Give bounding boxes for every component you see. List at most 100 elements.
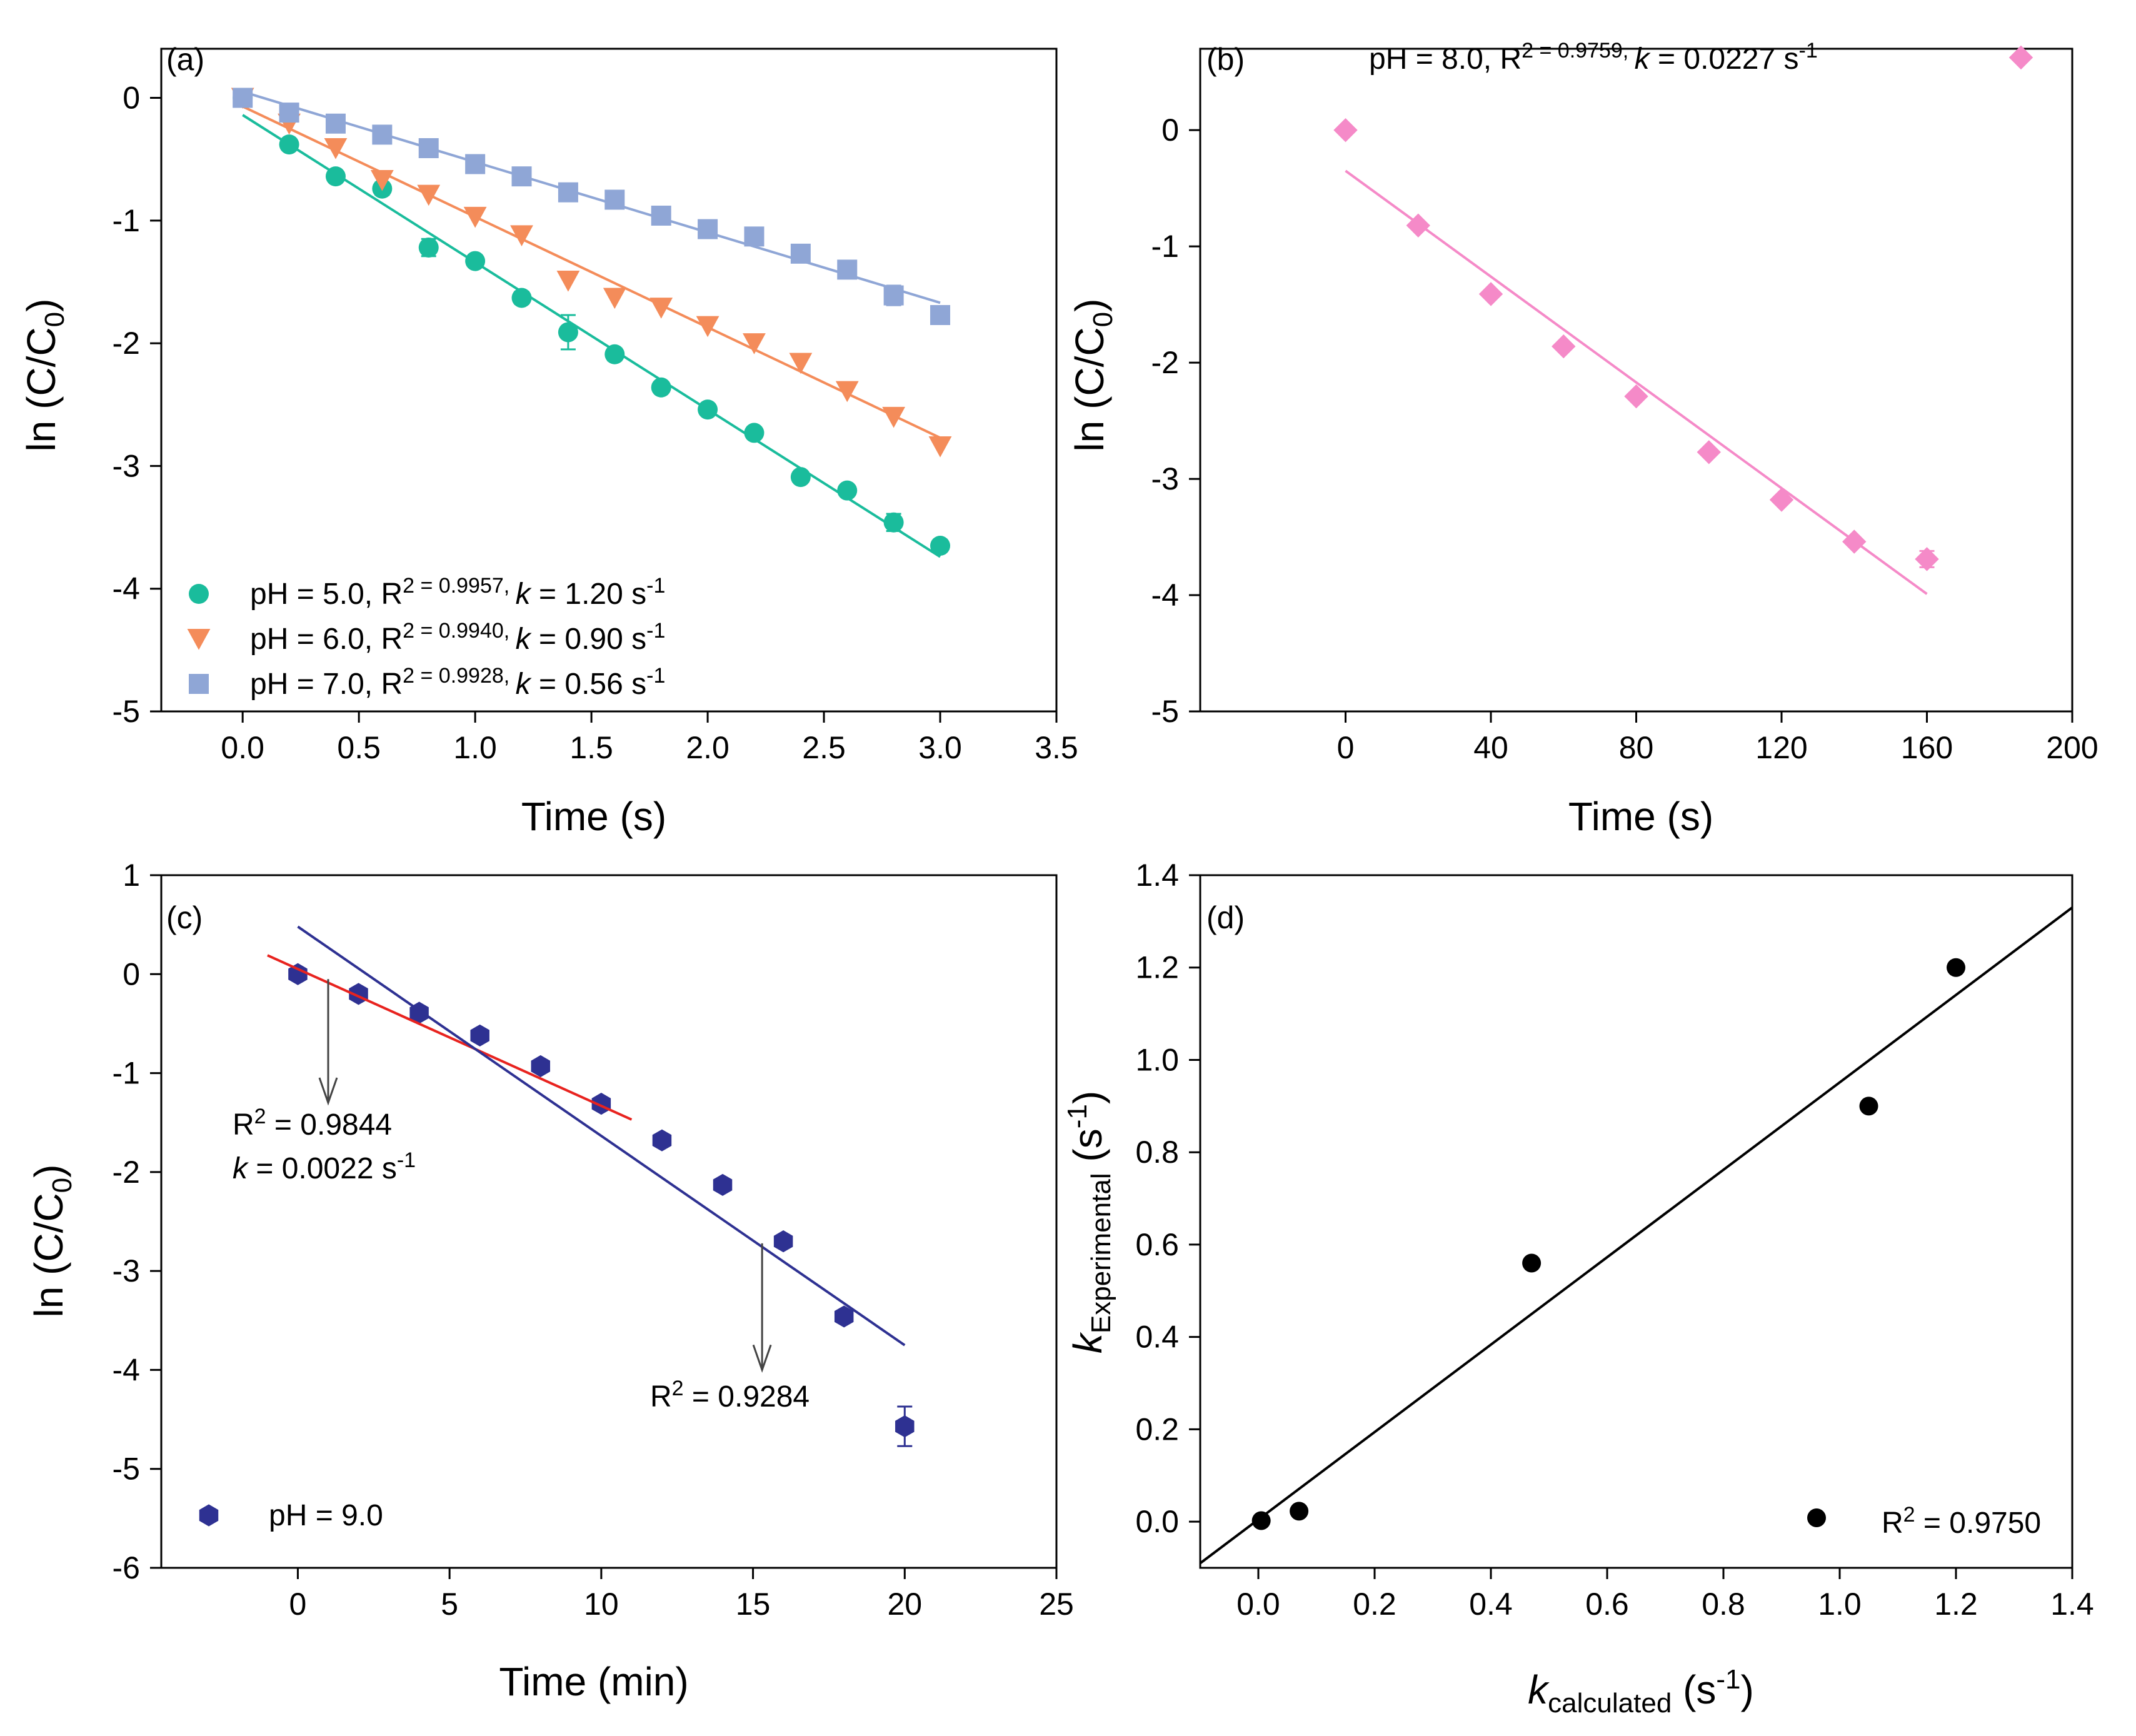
panel-d-ylabel: kExperimental (s-1): [1062, 1091, 1116, 1353]
panel-a: 0.0 0.5 1.0 1.5 2.0 2.5 3.0 3.50-1-2-3-4-5 (a) …: [19, 42, 1078, 839]
data-point: [604, 344, 625, 364]
panel-c-label: (c): [166, 900, 203, 935]
y-tick-label: -6: [113, 1550, 140, 1585]
panel-b-legend: pH = 8.0, R2 = 0.9759, k = 0.0227 s-1: [1369, 39, 2033, 76]
x-tick-label: 1.4: [2050, 1587, 2094, 1622]
panel-d-ticks: 0.0 0.2 0.4 0.6 0.8 1.0 1.2 1.4 0.0 0.2 0.4 0.6 0.8 1…: [1135, 858, 2093, 1622]
x-tick-label: 0.5: [337, 730, 381, 765]
x-tick-label: 3.0: [918, 730, 962, 765]
y-tick-label: 0.2: [1135, 1412, 1179, 1447]
y-tick-label: 0: [1161, 113, 1179, 148]
y-tick-label: -4: [113, 1352, 140, 1387]
x-tick-label: 25: [1039, 1587, 1074, 1622]
legend-marker: [189, 674, 209, 694]
panel-d-legend: R2 = 0.9750: [1807, 1503, 2041, 1540]
data-point: [1947, 958, 1965, 977]
data-point: [651, 205, 671, 226]
data-point: [370, 170, 394, 191]
data-point: [790, 243, 811, 264]
data-point: [418, 238, 439, 258]
data-point: [651, 377, 671, 398]
data-point: [511, 166, 532, 187]
data-point: [233, 88, 253, 108]
y-tick-label: 1.0: [1135, 1042, 1179, 1077]
legend-marker: [187, 629, 211, 650]
panel-c-legend: pH = 9.0: [199, 1499, 383, 1532]
data-point: [837, 480, 858, 501]
y-tick-label: 1.2: [1135, 950, 1179, 985]
y-tick-label: -5: [1151, 694, 1179, 729]
data-point: [279, 134, 299, 155]
panel-c-annotation-early: R2 = 0.9844 k = 0.0022 s-1: [233, 1105, 416, 1185]
data-point: [511, 288, 532, 308]
x-tick-label: 5: [441, 1587, 458, 1622]
data-point: [1522, 1253, 1542, 1273]
panel-a-label: (a): [166, 42, 204, 77]
data-point: [531, 1055, 551, 1078]
fit-line: [1345, 169, 1928, 595]
data-point: [418, 138, 439, 158]
legend-marker-fit: [1807, 1508, 1826, 1527]
data-point: [1624, 384, 1648, 409]
annotation-k-early: k = 0.0022 s-1: [233, 1148, 416, 1185]
panel-a-xlabel: Time (s): [521, 794, 666, 839]
panel-c-xlabel: Time (min): [499, 1659, 688, 1704]
data-point: [470, 1024, 489, 1047]
x-tick-label: 1.0: [1818, 1587, 1862, 1622]
data-point: [372, 124, 393, 145]
data-point: [279, 103, 299, 123]
legend-marker: [1807, 1508, 1826, 1527]
data-point: [790, 467, 811, 488]
legend-marker: [2008, 45, 2033, 70]
legend-marker: [189, 584, 209, 604]
legend-text-ph7: pH = 7.0, R2 = 0.9928, k = 0.56 s-1: [250, 664, 665, 701]
x-tick-label: 0.0: [221, 730, 264, 765]
legend-text-ph8: pH = 8.0, R2 = 0.9759, k = 0.0227 s-1: [1369, 39, 1818, 76]
panel-b: 0 40 80 120 160 200 0 -1 -2 -3 -4 -5 (b) Time (s) l…: [1067, 39, 2098, 839]
x-tick-label: 0.4: [1469, 1587, 1513, 1622]
fit-line: [1199, 906, 2073, 1565]
data-point: [895, 1415, 915, 1438]
data-point: [928, 436, 952, 458]
data-point: [465, 154, 486, 174]
panel-b-ylabel: ln (C/C0): [1067, 299, 1118, 452]
y-tick-label: -3: [113, 1253, 140, 1288]
y-tick-label: 0: [123, 956, 140, 991]
panel-d-xlabel: kcalculated (s-1): [1528, 1664, 1754, 1718]
panel-c-ylabel: ln (C/C0): [26, 1165, 78, 1318]
y-tick-label: 0.8: [1135, 1135, 1179, 1170]
data-point: [837, 259, 858, 280]
data-point: [603, 288, 626, 309]
data-point: [417, 184, 441, 206]
data-point: [463, 206, 487, 228]
data-point: [1406, 213, 1430, 238]
data-point: [835, 381, 859, 403]
data-point: [1915, 547, 1939, 571]
panel-b-label: (b): [1206, 42, 1245, 77]
x-tick-label: 2.0: [686, 730, 730, 765]
fit-line: [242, 105, 941, 439]
data-point: [698, 219, 718, 239]
y-tick-label: 1.4: [1135, 858, 1179, 893]
data-point: [649, 298, 673, 319]
panel-d-plot: [1199, 906, 2073, 1565]
data-point: [743, 333, 766, 354]
x-tick-label: 3.5: [1035, 730, 1078, 765]
data-point: [883, 285, 904, 306]
y-tick-label: 0.4: [1135, 1320, 1179, 1355]
data-point: [325, 113, 346, 134]
data-point: [1251, 1511, 1271, 1530]
y-tick-label: 1: [123, 858, 140, 893]
legend-marker-ph7: [189, 674, 209, 694]
panel-b-frame: [1199, 48, 2073, 713]
legend-text-ph6: pH = 6.0, R2 = 0.9940, k = 0.90 s-1: [250, 619, 665, 656]
fit-line: [242, 114, 941, 558]
panel-c-plot: [267, 925, 915, 1447]
x-tick-label: 160: [1901, 730, 1953, 765]
x-tick-label: 1.0: [453, 730, 497, 765]
x-tick-label: 0: [289, 1587, 307, 1622]
annotation-arrowhead: [752, 1344, 772, 1373]
data-point: [1842, 529, 1867, 554]
panel-a-frame: [160, 48, 1058, 713]
